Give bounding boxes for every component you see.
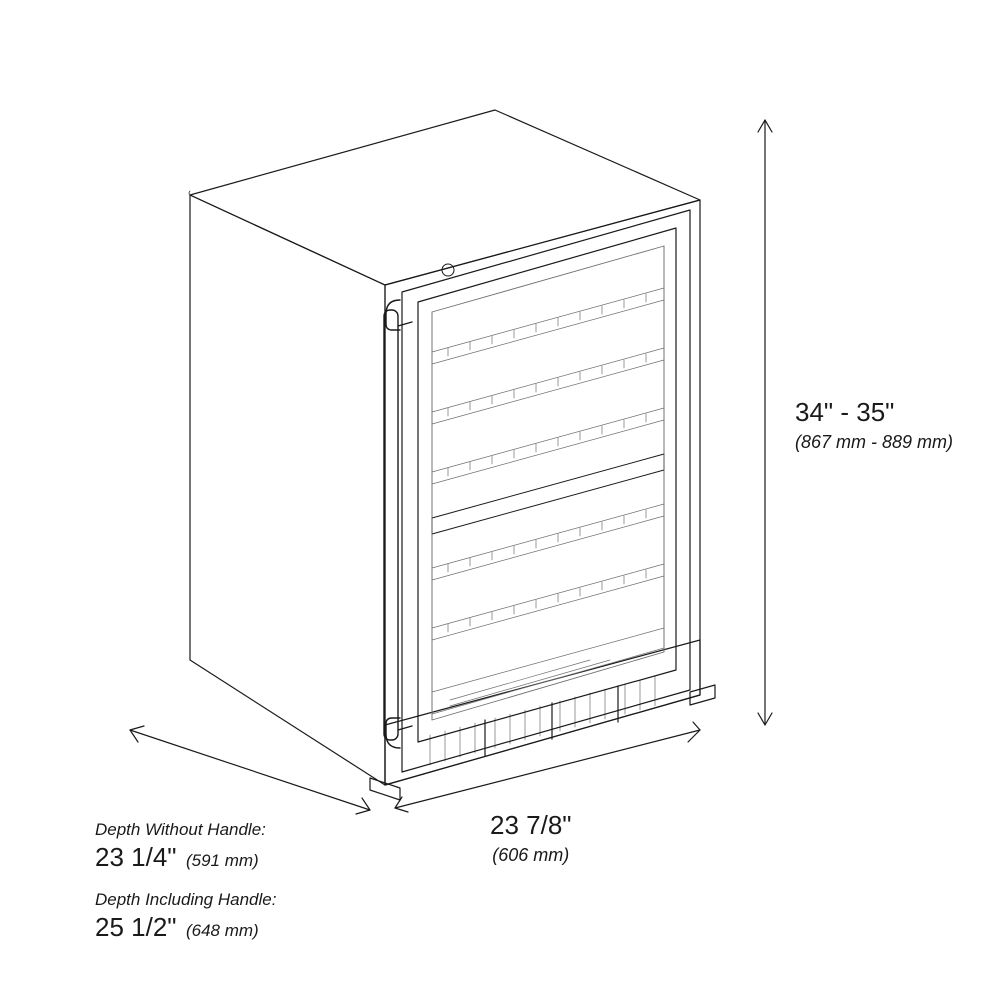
height-label: 34" - 35" (867 mm - 889 mm): [795, 395, 953, 454]
width-primary: 23 7/8": [490, 808, 572, 843]
door-handle: [384, 300, 412, 748]
depth-including-handle-title: Depth Including Handle:: [95, 890, 276, 910]
width-label: 23 7/8" (606 mm): [490, 808, 572, 867]
depth-without-handle-title: Depth Without Handle:: [95, 820, 266, 840]
depth-without-handle-mm: (591 mm): [186, 851, 259, 870]
depth-without-handle-block: Depth Without Handle: 23 1/4" (591 mm): [95, 820, 266, 873]
door-lock-icon: [442, 264, 454, 276]
door-frame: [402, 210, 690, 772]
diagram-stage: 34" - 35" (867 mm - 889 mm) 23 7/8" (606…: [0, 0, 1000, 1000]
width-secondary: (606 mm): [490, 843, 572, 867]
cabinet-body: [189, 110, 700, 785]
wire-shelves: [432, 246, 664, 720]
kick-plate: [370, 640, 715, 800]
depth-including-handle-block: Depth Including Handle: 25 1/2" (648 mm): [95, 890, 276, 943]
depth-without-handle-value: 23 1/4": [95, 842, 177, 872]
height-primary: 34" - 35": [795, 395, 953, 430]
depth-including-handle-value: 25 1/2": [95, 912, 177, 942]
depth-dimension-arrow: [130, 726, 370, 814]
depth-including-handle-mm: (648 mm): [186, 921, 259, 940]
height-secondary: (867 mm - 889 mm): [795, 430, 953, 454]
height-dimension-arrow: [758, 120, 772, 725]
